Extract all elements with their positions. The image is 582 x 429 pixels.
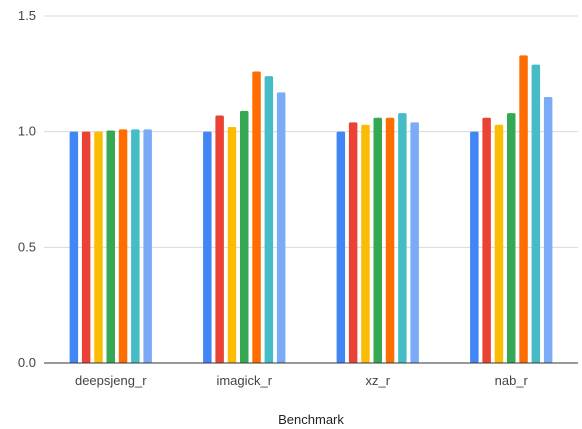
y-tick-label: 0.0 xyxy=(18,355,36,370)
bar-nab_r-6 xyxy=(532,65,541,363)
bar-nab_r-1 xyxy=(470,132,479,363)
bar-xz_r-2 xyxy=(349,122,358,363)
bar-deepsjeng_r-3 xyxy=(94,132,103,363)
bar-deepsjeng_r-1 xyxy=(70,132,79,363)
bar-deepsjeng_r-6 xyxy=(131,129,140,363)
x-tick-label: deepsjeng_r xyxy=(75,373,147,388)
bar-imagick_r-6 xyxy=(265,76,274,363)
x-axis-title: Benchmark xyxy=(278,412,344,427)
bar-imagick_r-5 xyxy=(252,72,260,363)
bar-deepsjeng_r-2 xyxy=(82,132,91,363)
bar-xz_r-7 xyxy=(410,122,419,363)
bar-imagick_r-1 xyxy=(203,132,212,363)
bar-deepsjeng_r-4 xyxy=(107,131,116,363)
bar-imagick_r-7 xyxy=(277,92,286,363)
bar-nab_r-5 xyxy=(519,55,528,363)
bar-xz_r-6 xyxy=(398,113,407,363)
bars xyxy=(70,55,553,363)
bar-deepsjeng_r-7 xyxy=(143,129,152,363)
bar-imagick_r-2 xyxy=(215,115,224,363)
bar-deepsjeng_r-5 xyxy=(119,129,128,363)
bar-xz_r-5 xyxy=(386,118,395,363)
x-tick-label: nab_r xyxy=(495,373,529,388)
bar-imagick_r-3 xyxy=(228,127,237,363)
y-tick-label: 1.0 xyxy=(18,124,36,139)
x-tick-label: xz_r xyxy=(365,373,390,388)
bar-xz_r-1 xyxy=(337,132,346,363)
bar-nab_r-4 xyxy=(507,113,516,363)
bar-nab_r-7 xyxy=(544,97,553,363)
y-tick-label: 0.5 xyxy=(18,239,36,254)
y-tick-label: 1.5 xyxy=(18,8,36,23)
bar-imagick_r-4 xyxy=(240,111,249,363)
bar-xz_r-3 xyxy=(361,125,370,363)
bar-nab_r-3 xyxy=(495,125,504,363)
y-axis-ticks: 0.0 0.5 1.0 1.5 xyxy=(18,8,36,370)
x-tick-label: imagick_r xyxy=(216,373,272,388)
bar-nab_r-2 xyxy=(482,118,491,363)
x-axis-ticks: deepsjeng_r imagick_r xz_r nab_r xyxy=(75,373,529,388)
bar-xz_r-4 xyxy=(374,118,383,363)
